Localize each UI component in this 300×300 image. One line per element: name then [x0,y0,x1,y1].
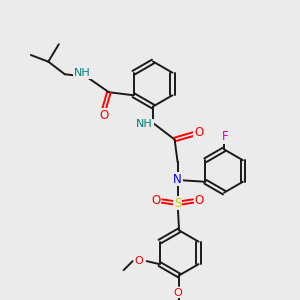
Text: O: O [134,256,143,266]
Text: N: N [173,173,182,186]
Text: F: F [221,130,228,143]
Text: NH: NH [74,68,90,78]
Text: O: O [152,194,160,208]
Text: O: O [173,287,182,298]
Text: O: O [195,194,204,208]
Text: O: O [194,126,203,139]
Text: NH: NH [136,119,153,130]
Text: S: S [174,197,181,210]
Text: O: O [99,109,108,122]
